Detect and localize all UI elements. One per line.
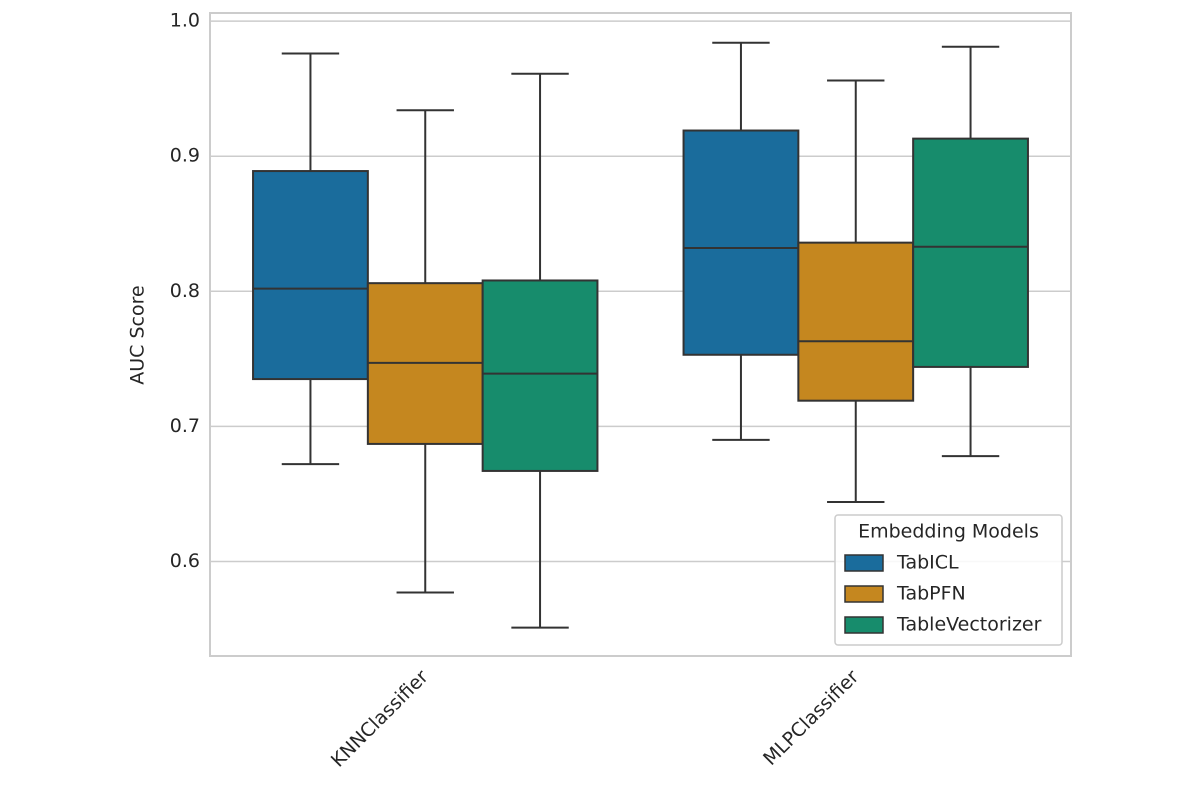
box [682, 129, 800, 356]
box [252, 170, 369, 381]
box [797, 241, 915, 402]
box [912, 137, 1029, 368]
plot-frame [209, 12, 1072, 657]
legend-label: TabPFN [896, 583, 966, 605]
y-tick-label: 0.6 [170, 550, 200, 572]
x-tick-label: MLPClassifier [759, 666, 863, 770]
y-tick-label: 1.0 [170, 10, 200, 32]
x-tick-label: KNNClassifier [327, 666, 433, 772]
legend-frame [834, 514, 1063, 646]
legend-label: TabICL [896, 552, 959, 574]
y-tick-label: 0.9 [170, 145, 200, 167]
y-tick-label: 0.8 [170, 280, 200, 302]
y-tick-label: 0.7 [170, 415, 200, 437]
legend-title: Embedding Models [858, 521, 1039, 543]
legend-swatch [844, 554, 884, 572]
box [481, 279, 599, 472]
legend-swatch [844, 616, 884, 634]
legend-swatch [844, 585, 884, 603]
y-axis-label: AUC Score [127, 285, 149, 384]
legend-label: TableVectorizer [896, 614, 1042, 636]
